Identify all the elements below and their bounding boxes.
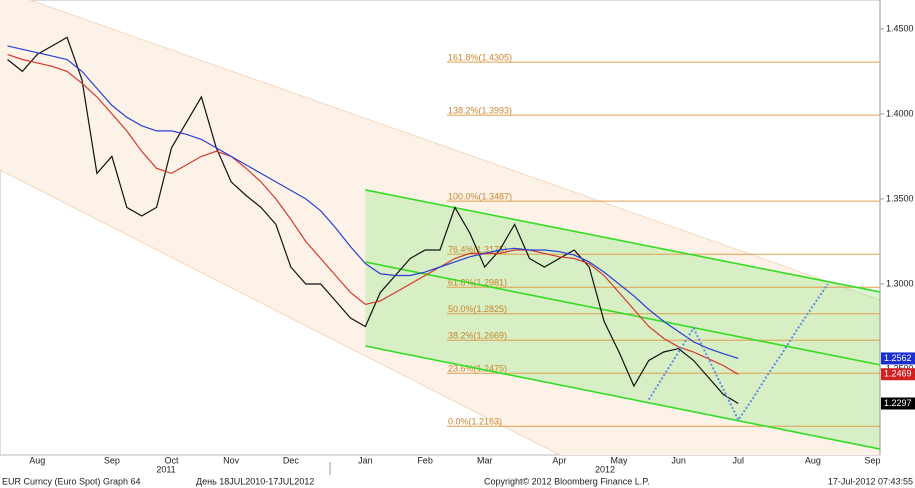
year-label: 2011	[156, 464, 175, 474]
fib-label: 161.8%(1.4305)	[448, 52, 512, 62]
price-tag-label: 1.2297	[884, 398, 912, 408]
footer-range: День 18JUL2010-17JUL2012	[196, 476, 314, 486]
y-tick-label: 1.3000	[886, 278, 914, 288]
background-channel	[0, 0, 880, 455]
footer-copyright: Copyright© 2012 Bloomberg Finance L.P.	[484, 476, 650, 486]
price-tag	[881, 397, 915, 410]
x-tick-label: Sep	[865, 455, 881, 465]
price-tag-label: 1.2469	[884, 369, 912, 379]
channel-fill	[365, 189, 881, 450]
fib-label: 61.8%(1.2981)	[448, 278, 507, 288]
series-line	[7, 45, 739, 359]
channel-line	[365, 345, 881, 450]
price-tag	[881, 352, 915, 365]
x-tick-label: Aug	[805, 455, 821, 465]
x-tick-label: May	[610, 455, 628, 465]
background-channel-edge	[29, 0, 881, 301]
x-tick-label: Jan	[358, 455, 373, 465]
series-line	[647, 283, 829, 422]
x-tick-label: Aug	[29, 455, 45, 465]
x-tick-label: Feb	[417, 455, 433, 465]
x-tick-label: Jun	[671, 455, 686, 465]
footer-ticker: EUR Curncy (Euro Spot) Graph 64	[2, 476, 141, 486]
y-tick-label: 1.4000	[886, 108, 914, 118]
x-tick-label: Oct	[165, 455, 180, 465]
fib-label: 100.0%(1.3487)	[448, 192, 512, 202]
channel-line	[365, 189, 881, 293]
fib-label: 0.0%(1.2163)	[448, 417, 502, 427]
series-line	[7, 53, 739, 375]
year-label: 2012	[595, 464, 615, 474]
x-tick-label: Dec	[283, 455, 300, 465]
y-tick-label: 1.4500	[886, 23, 914, 33]
x-tick-label: Sep	[104, 455, 120, 465]
footer-timestamp: 17-Jul-2012 07:43:55	[828, 476, 913, 486]
fib-label: 138.2%(1.3993)	[448, 105, 512, 115]
channel-line	[365, 261, 881, 366]
series-line	[7, 36, 739, 405]
x-tick-label: Jul	[733, 455, 745, 465]
price-tag	[881, 368, 915, 381]
x-tick-label: Nov	[223, 455, 240, 465]
fib-label: 50.0%(1.2825)	[448, 304, 507, 314]
background-channel-edge	[0, 169, 561, 456]
fib-label: 38.2%(1.2669)	[448, 331, 507, 341]
x-tick-label: Mar	[477, 455, 493, 465]
x-tick-label: Apr	[552, 455, 566, 465]
y-tick-label: 1.3500	[886, 193, 914, 203]
price-tag-label: 1.2562	[884, 353, 912, 363]
